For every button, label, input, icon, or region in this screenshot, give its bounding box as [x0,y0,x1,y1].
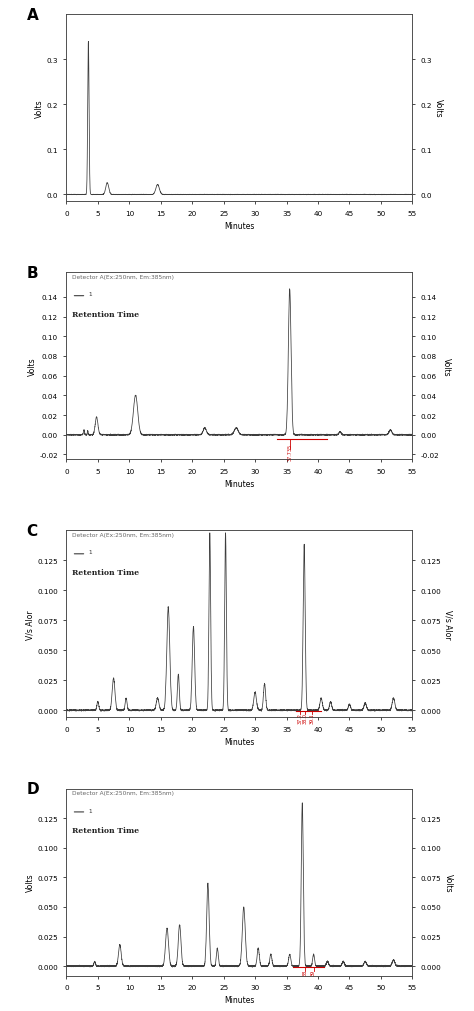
Y-axis label: Volts: Volts [434,99,443,118]
Text: Detector A(Ex:250nm, Em:385nm): Detector A(Ex:250nm, Em:385nm) [72,791,173,796]
Y-axis label: V/s Alor: V/s Alor [444,610,453,639]
Text: 1: 1 [89,808,92,813]
X-axis label: Minutes: Minutes [224,480,255,488]
Text: Retention Time: Retention Time [72,310,139,318]
Y-axis label: Volts: Volts [35,99,44,118]
Text: Retention Time: Retention Time [72,826,139,834]
Text: A: A [27,8,38,22]
Text: B: B [27,266,38,280]
Text: 38.0: 38.0 [303,713,308,724]
Text: Retention Time: Retention Time [72,568,139,576]
Text: 39: 39 [311,969,316,975]
Text: 37.735: 37.735 [287,443,292,460]
X-axis label: Minutes: Minutes [224,221,255,231]
Text: Detector A(Ex:250nm, Em:385nm): Detector A(Ex:250nm, Em:385nm) [72,275,173,280]
Text: D: D [27,782,39,797]
Text: 37.2: 37.2 [298,713,303,724]
Y-axis label: Volts: Volts [444,872,453,892]
Text: 39.1: 39.1 [310,713,315,723]
Text: Detector A(Ex:250nm, Em:385nm): Detector A(Ex:250nm, Em:385nm) [72,533,173,538]
Y-axis label: Volts: Volts [442,357,451,376]
Y-axis label: V/s Alor: V/s Alor [26,610,35,639]
Y-axis label: Volts: Volts [26,872,35,892]
Text: 1: 1 [89,292,92,297]
Y-axis label: Volts: Volts [27,357,36,376]
X-axis label: Minutes: Minutes [224,738,255,746]
Text: C: C [27,524,38,539]
Text: 38: 38 [303,969,308,975]
X-axis label: Minutes: Minutes [224,996,255,1005]
Text: 1: 1 [89,550,92,555]
